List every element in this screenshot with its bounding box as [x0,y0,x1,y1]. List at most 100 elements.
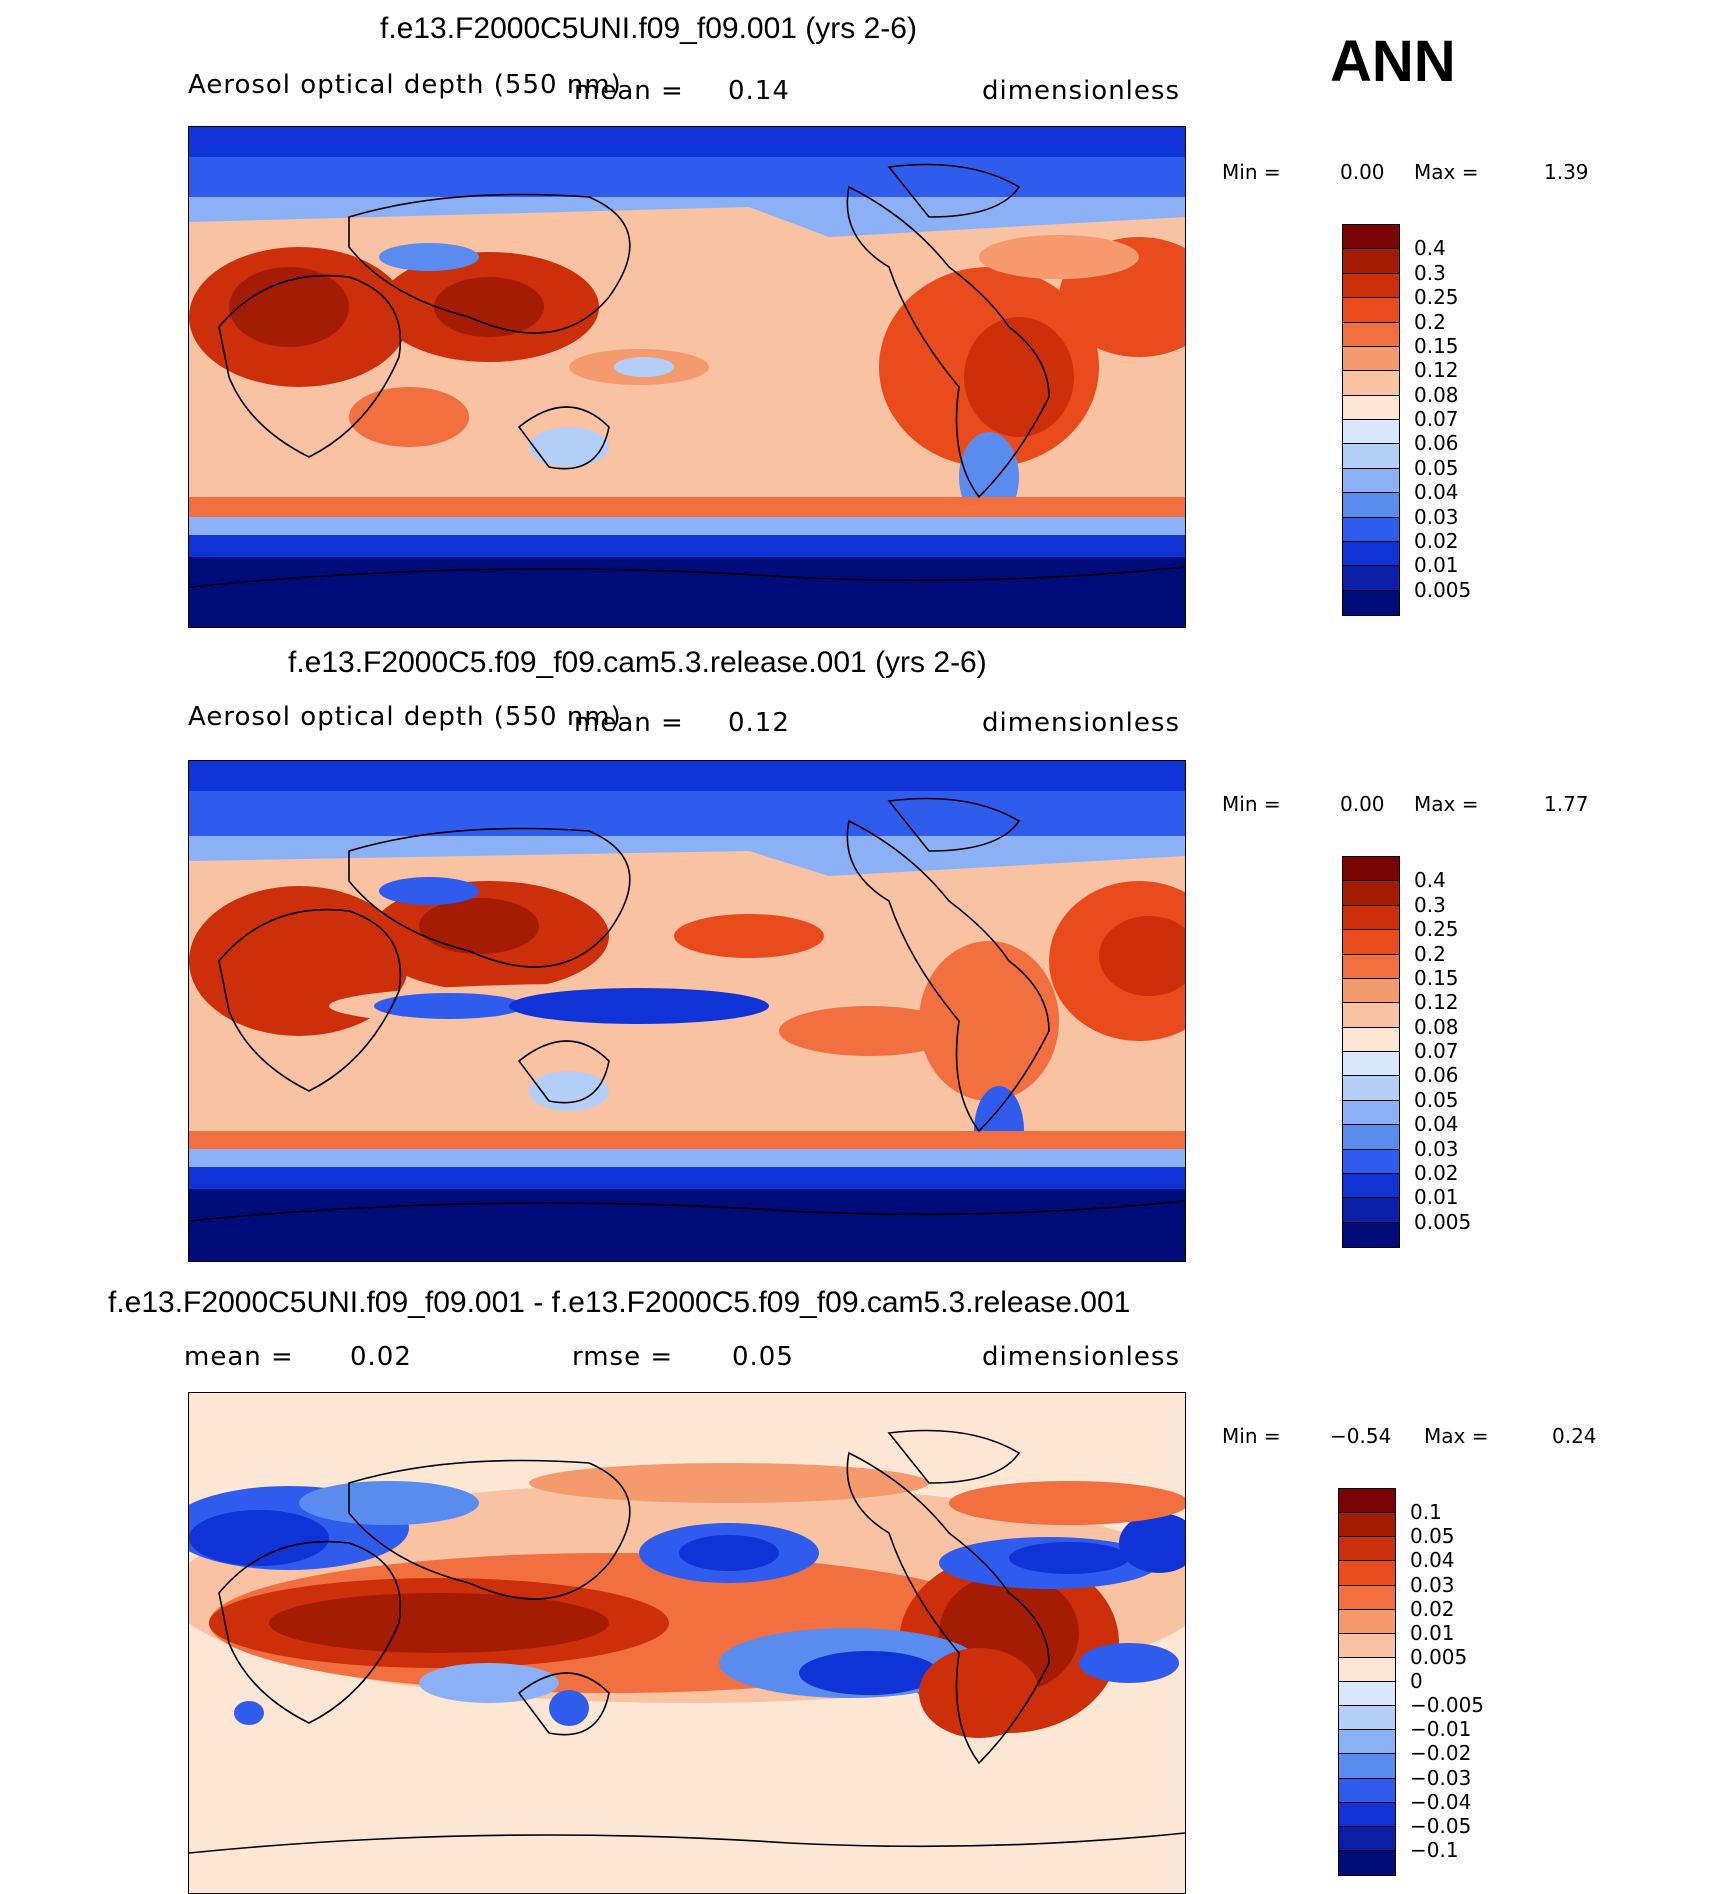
colorbar-swatch [1343,1100,1399,1126]
colorbar-swatch [1339,1657,1395,1682]
colorbar-level-label: 0.04 [1414,1112,1459,1137]
colorbar-level-label: −0.02 [1410,1741,1472,1766]
panel-3-rmse-label: rmse = [572,1342,674,1372]
colorbar-swatch [1343,1125,1399,1150]
panel-2-min-label: Min = [1222,792,1281,816]
colorbar-swatch [1343,590,1399,615]
panel-2-title: f.e13.F2000C5.f09_f09.cam5.3.release.001… [288,646,987,679]
panel-3-colorbar [1338,1488,1396,1876]
panel-2-variable: Aerosol optical depth (550 nm) [188,702,622,732]
colorbar-level-label: −0.03 [1410,1765,1472,1790]
colorbar-level-label: 0 [1410,1669,1423,1693]
colorbar-level-label: 0.04 [1414,480,1459,505]
panel-3-title: f.e13.F2000C5UNI.f09_f09.001 - f.e13.F20… [108,1286,1131,1319]
colorbar-swatch [1343,346,1399,372]
colorbar-level-label: 0.03 [1414,1136,1459,1161]
colorbar-swatch [1339,1850,1395,1875]
colorbar-swatch [1343,930,1399,955]
panel-2-contour-field [189,761,1185,1261]
colorbar-level-label: 0.05 [1414,1087,1459,1112]
colorbar-swatch [1343,1052,1399,1077]
colorbar-swatch [1343,857,1399,882]
colorbar-swatch [1343,298,1399,323]
panel-3-min-label: Min = [1222,1424,1281,1448]
colorbar-swatch [1343,1149,1399,1174]
colorbar-level-label: 0.02 [1414,1160,1459,1185]
panel-1-title: f.e13.F2000C5UNI.f09_f09.001 (yrs 2-6) [380,12,917,45]
colorbar-level-label: −0.04 [1410,1789,1472,1814]
colorbar-swatch [1343,468,1399,494]
colorbar-level-label: −0.005 [1410,1693,1485,1718]
colorbar-swatch [1343,444,1399,469]
colorbar-swatch [1343,1198,1399,1223]
panel-3-min-value: −0.54 [1330,1424,1392,1448]
colorbar-swatch [1339,1561,1395,1586]
panel-1-contour-field [189,127,1185,627]
colorbar-level-label: 0.2 [1414,309,1446,334]
colorbar-swatch [1343,1027,1399,1052]
panel-1-colorbar [1342,224,1400,616]
colorbar-level-label: 0.1 [1410,1500,1442,1525]
colorbar-swatch [1343,517,1399,542]
colorbar-swatch [1343,905,1399,931]
colorbar-level-label: 0.08 [1414,1014,1459,1039]
colorbar-level-label: 0.25 [1414,285,1459,310]
panel-1-min-label: Min = [1222,160,1281,184]
colorbar-level-label: −0.05 [1410,1813,1472,1838]
colorbar-level-label: 0.4 [1414,868,1446,893]
colorbar-level-label: 0.2 [1414,941,1446,966]
colorbar-swatch [1343,225,1399,250]
colorbar-swatch [1343,1222,1399,1247]
colorbar-level-label: 0.03 [1410,1572,1455,1597]
colorbar-swatch [1343,371,1399,396]
panel-3-mean-value: 0.02 [350,1342,412,1372]
colorbar-level-label: 0.05 [1410,1524,1455,1549]
colorbar-swatch [1339,1633,1395,1658]
colorbar-swatch [1343,541,1399,567]
colorbar-swatch [1343,420,1399,445]
colorbar-swatch [1339,1778,1395,1803]
panel-2-min-value: 0.00 [1340,792,1385,816]
colorbar-level-label: 0.15 [1414,333,1459,358]
panel-1-map [188,126,1186,628]
colorbar-level-label: 0.07 [1414,407,1459,431]
colorbar-swatch [1343,322,1399,347]
colorbar-level-label: 0.12 [1414,358,1459,383]
panel-3-units: dimensionless [982,1342,1180,1372]
colorbar-level-label: 0.03 [1414,504,1459,529]
colorbar-swatch [1339,1585,1395,1610]
panel-3-contour-field [189,1393,1185,1893]
colorbar-level-label: 0.08 [1414,382,1459,407]
colorbar-level-label: 0.005 [1410,1644,1468,1669]
panel-3-rmse-value: 0.05 [732,1342,794,1372]
panel-1-max-value: 1.39 [1544,160,1589,184]
colorbar-level-label: 0.3 [1414,892,1446,917]
panel-3-map [188,1392,1186,1894]
colorbar-level-label: −0.01 [1410,1717,1472,1742]
panel-1-units: dimensionless [982,76,1180,106]
panel-2-map [188,760,1186,1262]
colorbar-level-label: 0.12 [1414,990,1459,1015]
colorbar-level-label: 0.15 [1414,965,1459,990]
colorbar-swatch [1343,395,1399,420]
colorbar-swatch [1339,1706,1395,1731]
colorbar-level-label: 0.4 [1414,236,1446,261]
season-label: ANN [1330,29,1456,94]
colorbar-swatch [1339,1802,1395,1827]
colorbar-level-label: 0.05 [1414,455,1459,480]
panel-1-max-label: Max = [1414,160,1479,184]
panel-3-mean-label: mean = [184,1342,294,1372]
colorbar-swatch [1339,1609,1395,1634]
colorbar-level-label: 0.02 [1410,1596,1455,1621]
colorbar-swatch [1343,881,1399,906]
panel-1-variable: Aerosol optical depth (550 nm) [188,70,622,100]
colorbar-swatch [1339,1754,1395,1779]
colorbar-level-label: 0.04 [1410,1548,1455,1573]
colorbar-level-label: 0.06 [1414,1063,1459,1088]
panel-2-mean-label: mean = [574,708,684,738]
panel-3-max-value: 0.24 [1552,1424,1597,1448]
panel-1-mean-value: 0.14 [728,76,790,106]
colorbar-level-label: 0.01 [1414,1185,1459,1210]
colorbar-swatch [1339,1730,1395,1755]
colorbar-level-label: 0.02 [1414,528,1459,553]
